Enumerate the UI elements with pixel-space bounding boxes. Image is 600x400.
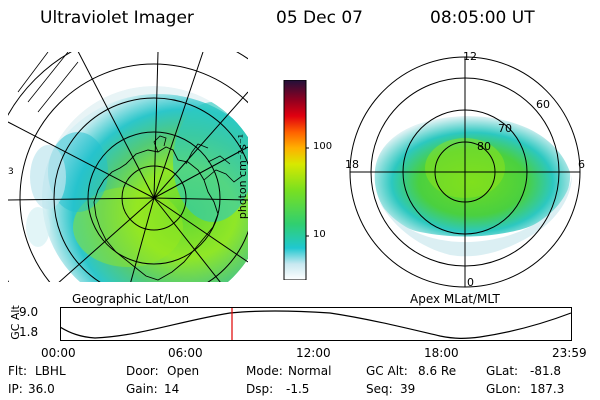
gc-alt-value: 8.6 Re [418,364,457,378]
ip-value: 36.0 [28,382,55,396]
image-time: 08:05:00 UT [430,8,535,28]
lat-label-80: 80 [477,140,491,153]
altitude-tick-low: 1.8 [19,325,39,339]
dsp-label: Dsp: [246,382,274,396]
mlt-label-12: 12 [463,50,477,63]
geographic-caption: Geographic Lat/Lon [72,292,190,306]
edge-mark: 3 [8,167,14,177]
image-date: 05 Dec 07 [276,8,363,28]
flt-value: LBHL [35,364,66,378]
gain-value: 14 [164,382,180,396]
time-tick-0600: 06:00 [168,346,203,360]
colorbar-tick-100: 100 [313,141,333,152]
dsp-value: -1.5 [286,382,310,396]
mode-value: Normal [288,364,332,378]
mlt-label-0: 0 [467,276,474,289]
glon-value: 187.3 [530,382,565,396]
glat-label: GLat: [486,364,519,378]
seq-value: 39 [400,382,416,396]
geographic-map: 3 [8,52,248,282]
glat-value: -81.8 [530,364,562,378]
time-tick-0000: 00:00 [41,346,76,360]
time-tick-1200: 12:00 [296,346,331,360]
gain-label: Gain: [126,382,158,396]
lat-label-60: 60 [536,98,550,111]
door-label: Door: [126,364,159,378]
lat-label-70: 70 [498,122,512,135]
colorbar-tick-10: 10 [313,229,326,240]
colorbar-unit-label: photon cm⁻²s⁻¹ [236,133,250,220]
apex-mlat-mlt-map: 12 18 6 0 80 70 60 [345,50,585,289]
ip-label: IP: [8,382,23,396]
time-tick-1800: 18:00 [424,346,459,360]
mlt-label-18: 18 [345,158,359,171]
instrument-title: Ultraviolet Imager [40,8,194,28]
time-tick-2359: 23:59 [552,346,587,360]
altitude-strip [60,307,572,341]
flt-label: Flt: [8,364,27,378]
apex-caption: Apex MLat/MLT [410,292,500,306]
seq-label: Seq: [366,382,393,396]
mode-label: Mode: [246,364,283,378]
mlt-label-6: 6 [578,158,585,171]
colorbar [283,80,309,280]
door-value: Open [167,364,200,378]
gc-alt-label: GC Alt: [366,364,408,378]
altitude-tick-high: 9.0 [19,305,39,319]
glon-label: GLon: [486,382,521,396]
